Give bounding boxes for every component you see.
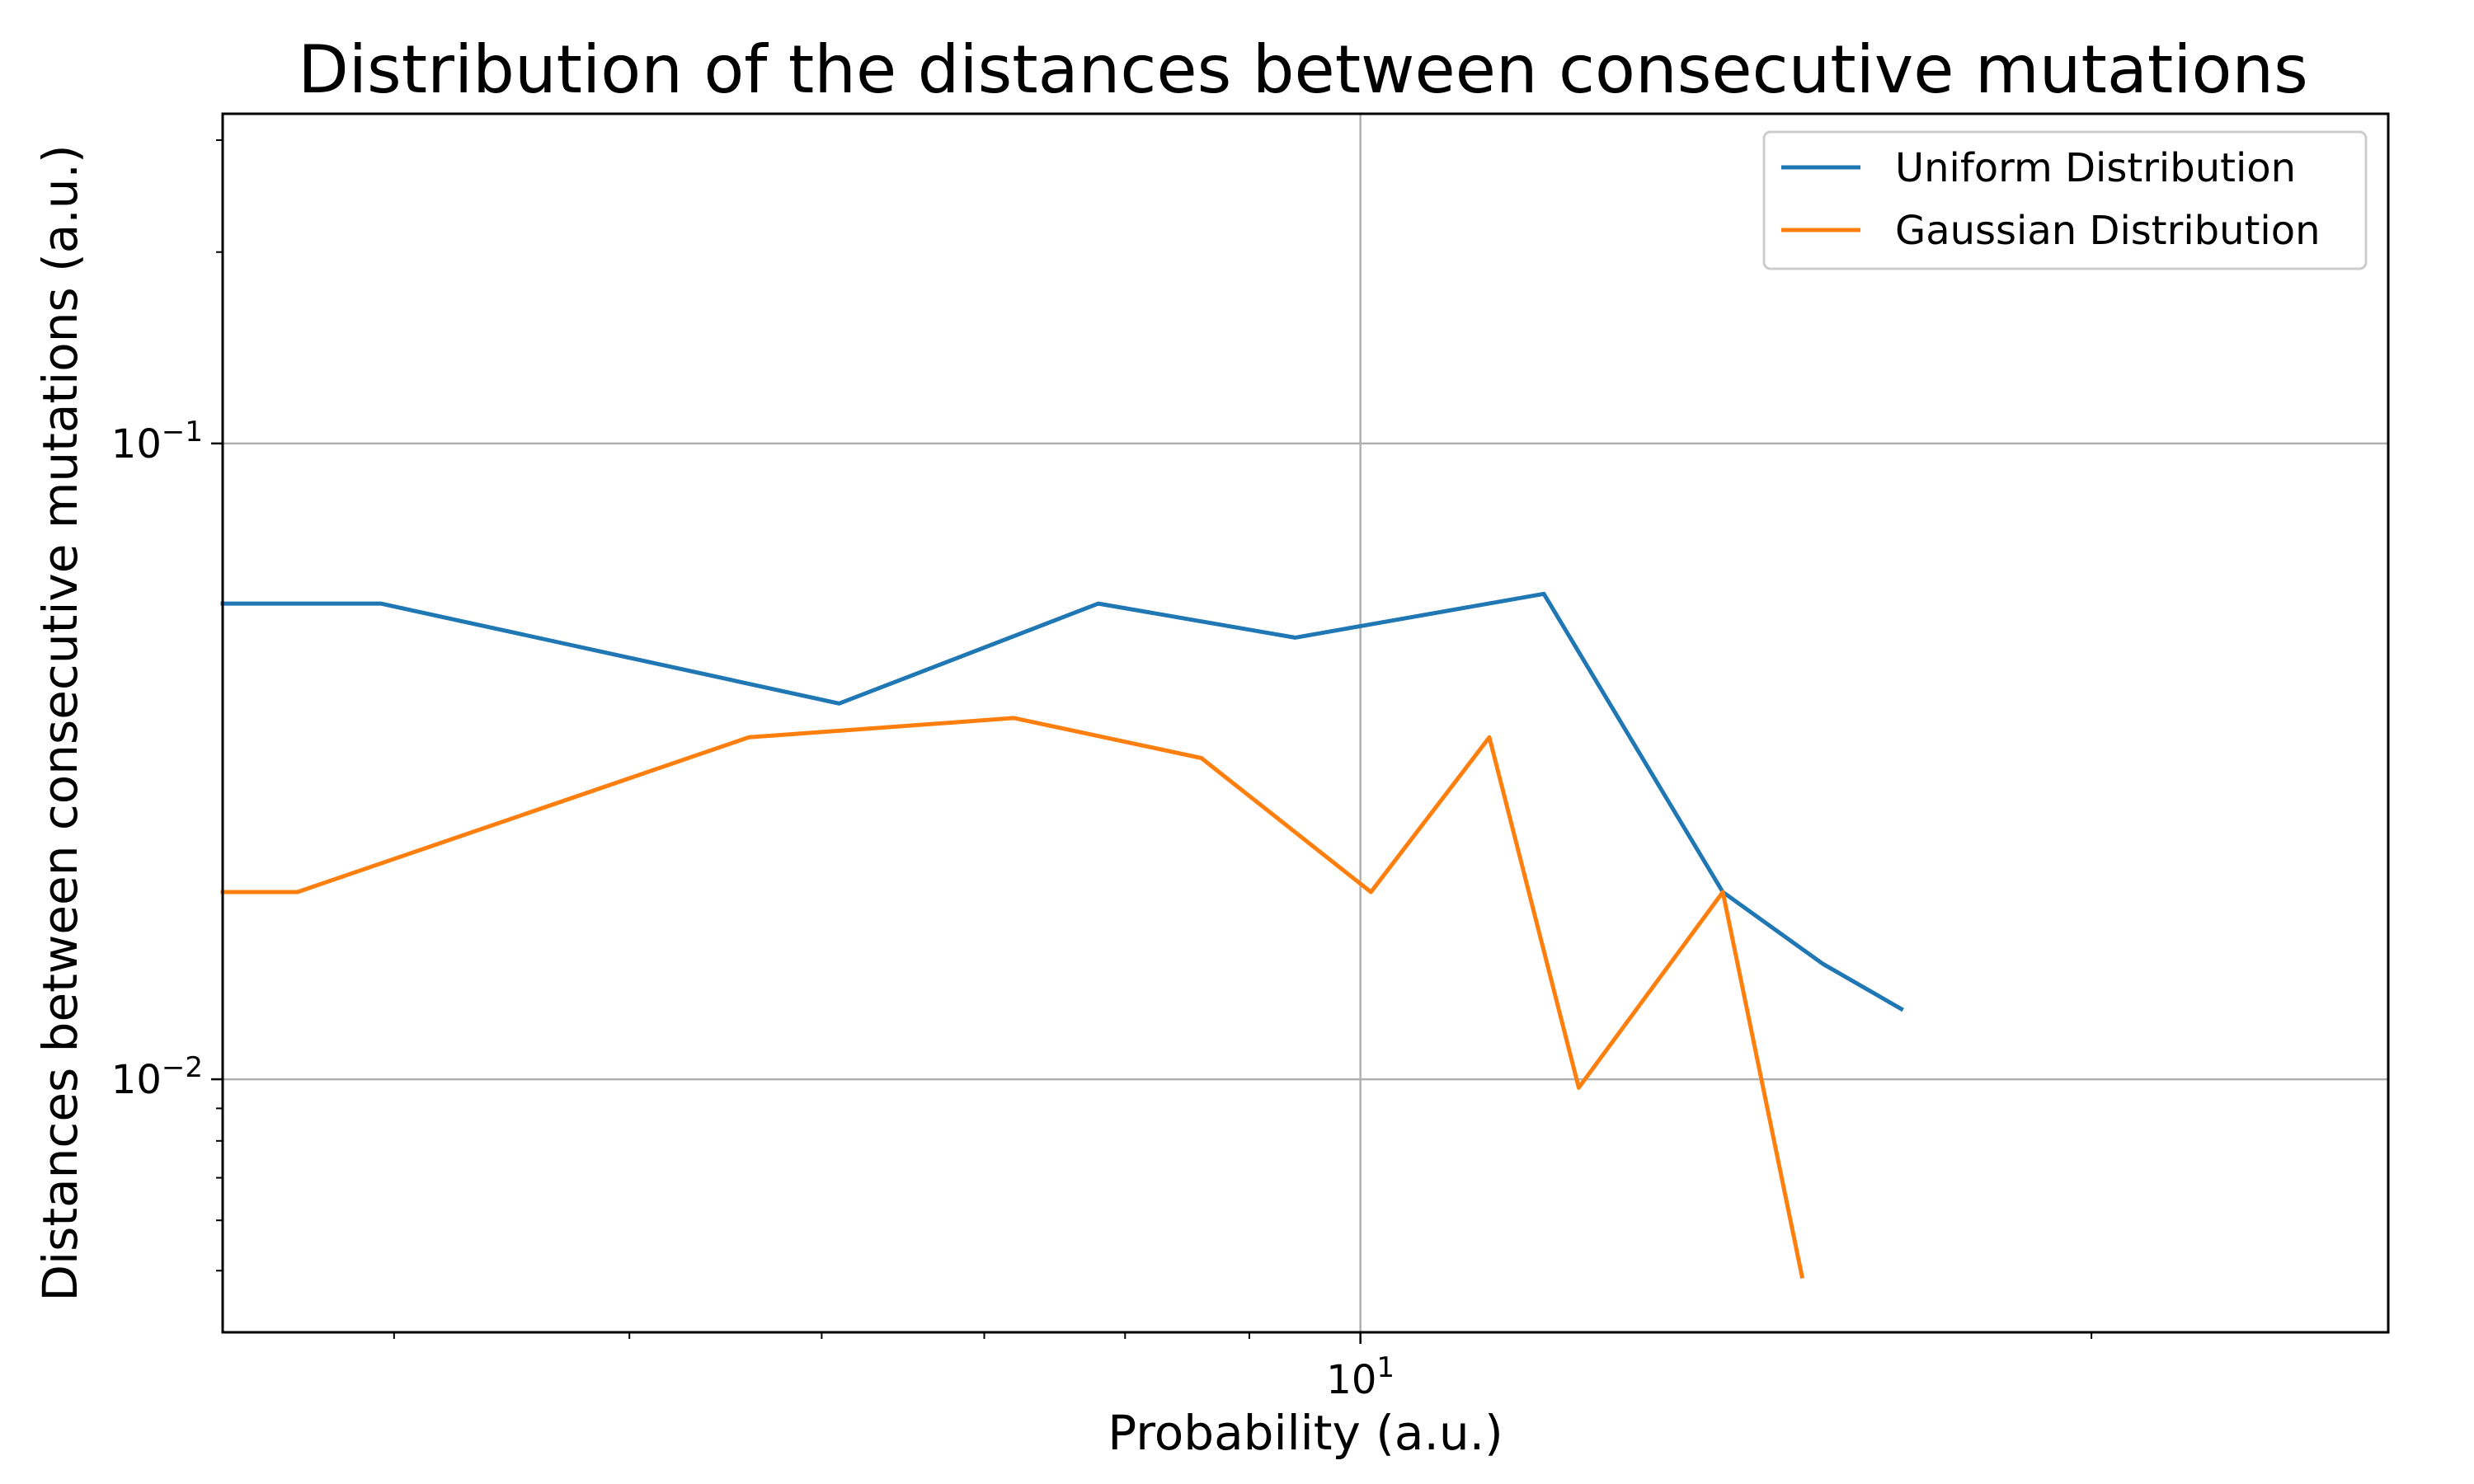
y-axis-ticks: 10−1 10−2	[111, 139, 223, 1272]
series-lines	[220, 591, 1904, 1279]
legend-label: Uniform Distribution	[1895, 145, 2296, 191]
x-axis-ticks: 101	[393, 1332, 2093, 1403]
y-axis-label: Distances between consecutive mutations …	[32, 144, 88, 1301]
legend: Uniform Distribution Gaussian Distributio…	[1762, 130, 2368, 270]
series-line	[220, 716, 1805, 1279]
chart-title: Distribution of the distances between co…	[298, 31, 2308, 108]
y-tick-label: 10−1	[111, 416, 203, 467]
series-line	[220, 591, 1904, 1012]
y-tick-label: 10−2	[111, 1051, 203, 1103]
legend-box	[1762, 130, 2368, 270]
legend-label: Gaussian Distribution	[1895, 208, 2321, 254]
x-axis-label: Probability (a.u.)	[1108, 1405, 1503, 1461]
plot-frame	[221, 112, 2390, 1334]
x-tick-label: 101	[1326, 1351, 1395, 1403]
grid-lines	[223, 114, 2388, 1332]
